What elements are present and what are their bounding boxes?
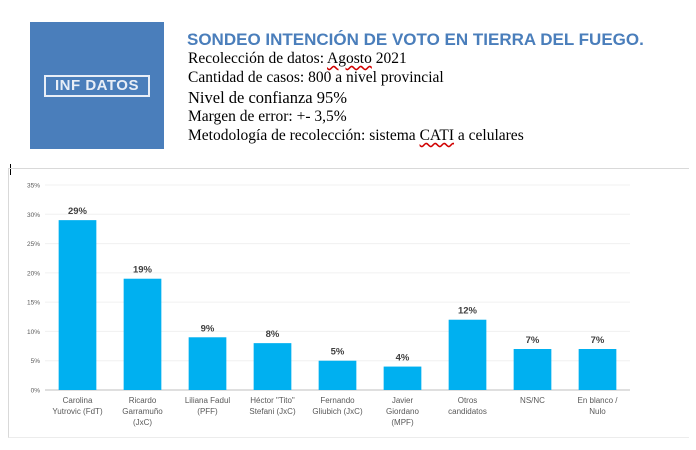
chart-frame (8, 168, 689, 438)
bar (123, 278, 162, 390)
data-label: 29% (68, 206, 88, 217)
info-recoleccion: Recolección de datos: Agosto 2021 (188, 50, 407, 68)
x-category-label: En blanco / (577, 396, 618, 405)
bar (58, 220, 97, 390)
x-category-label: Gliubich (JxC) (312, 407, 363, 416)
x-category-label: Stefani (JxC) (249, 407, 296, 416)
x-category-label: Nulo (589, 407, 606, 416)
bar (578, 349, 617, 390)
data-label: 8% (266, 329, 280, 340)
x-category-label: Garramuño (122, 407, 163, 416)
data-label: 5% (331, 347, 345, 358)
data-label: 19% (133, 265, 153, 276)
info-metodologia-pre: Metodología de recolección: sistema (188, 127, 420, 144)
bar (448, 319, 487, 390)
bar (513, 349, 552, 390)
x-category-label: (PFF) (197, 407, 218, 416)
info-confianza: Nivel de confianza 95% (188, 88, 347, 107)
y-tick-label: 10% (27, 329, 40, 336)
bar (318, 360, 357, 390)
info-metodologia-post: a celulares (454, 127, 524, 144)
x-category-label: Yutrovic (FdT) (52, 407, 103, 416)
logo: INF DATOS (44, 75, 150, 97)
x-category-label: Otros (458, 396, 478, 405)
x-category-label: Ricardo (129, 396, 157, 405)
data-label: 7% (591, 335, 605, 346)
x-category-label: Javier (392, 396, 414, 405)
x-category-label: NS/NC (520, 396, 545, 405)
data-label: 4% (396, 353, 410, 364)
data-label: 12% (458, 306, 478, 317)
y-tick-label: 15% (27, 300, 40, 307)
y-tick-label: 20% (27, 270, 40, 277)
x-category-label: Giordano (386, 407, 419, 416)
x-category-label: (JxC) (133, 418, 152, 427)
y-tick-label: 30% (27, 212, 40, 219)
y-tick-label: 35% (27, 183, 40, 190)
info-recoleccion-year: 2021 (371, 50, 407, 67)
x-category-label: candidatos (448, 407, 487, 416)
data-label: 9% (201, 323, 215, 334)
y-tick-label: 5% (31, 358, 41, 365)
bar (188, 337, 227, 390)
info-recoleccion-month: Agosto (327, 50, 372, 67)
text-cursor (10, 164, 11, 175)
info-casos: Cantidad de casos: 800 a nivel provincia… (188, 69, 444, 86)
x-category-label: Fernando (320, 396, 355, 405)
data-label: 7% (526, 335, 540, 346)
bar (383, 366, 422, 390)
x-category-label: Carolina (63, 396, 93, 405)
x-category-label: Héctor "Tito" (250, 396, 295, 405)
info-margen: Margen de error: +- 3,5% (188, 108, 347, 125)
info-metodologia-cati: CATI (419, 127, 455, 144)
survey-title: SONDEO INTENCIÓN DE VOTO EN TIERRA DEL F… (187, 30, 644, 49)
bar (253, 343, 292, 390)
y-tick-label: 25% (27, 241, 40, 248)
info-metodologia: Metodología de recolección: sistema CATI… (188, 127, 524, 145)
y-tick-label: 0% (31, 388, 41, 395)
x-category-label: Liliana Fadul (185, 396, 231, 405)
info-recoleccion-label: Recolección de datos: (188, 50, 328, 67)
logo-box: INF DATOS (30, 22, 164, 149)
x-category-label: (MPF) (391, 418, 414, 427)
